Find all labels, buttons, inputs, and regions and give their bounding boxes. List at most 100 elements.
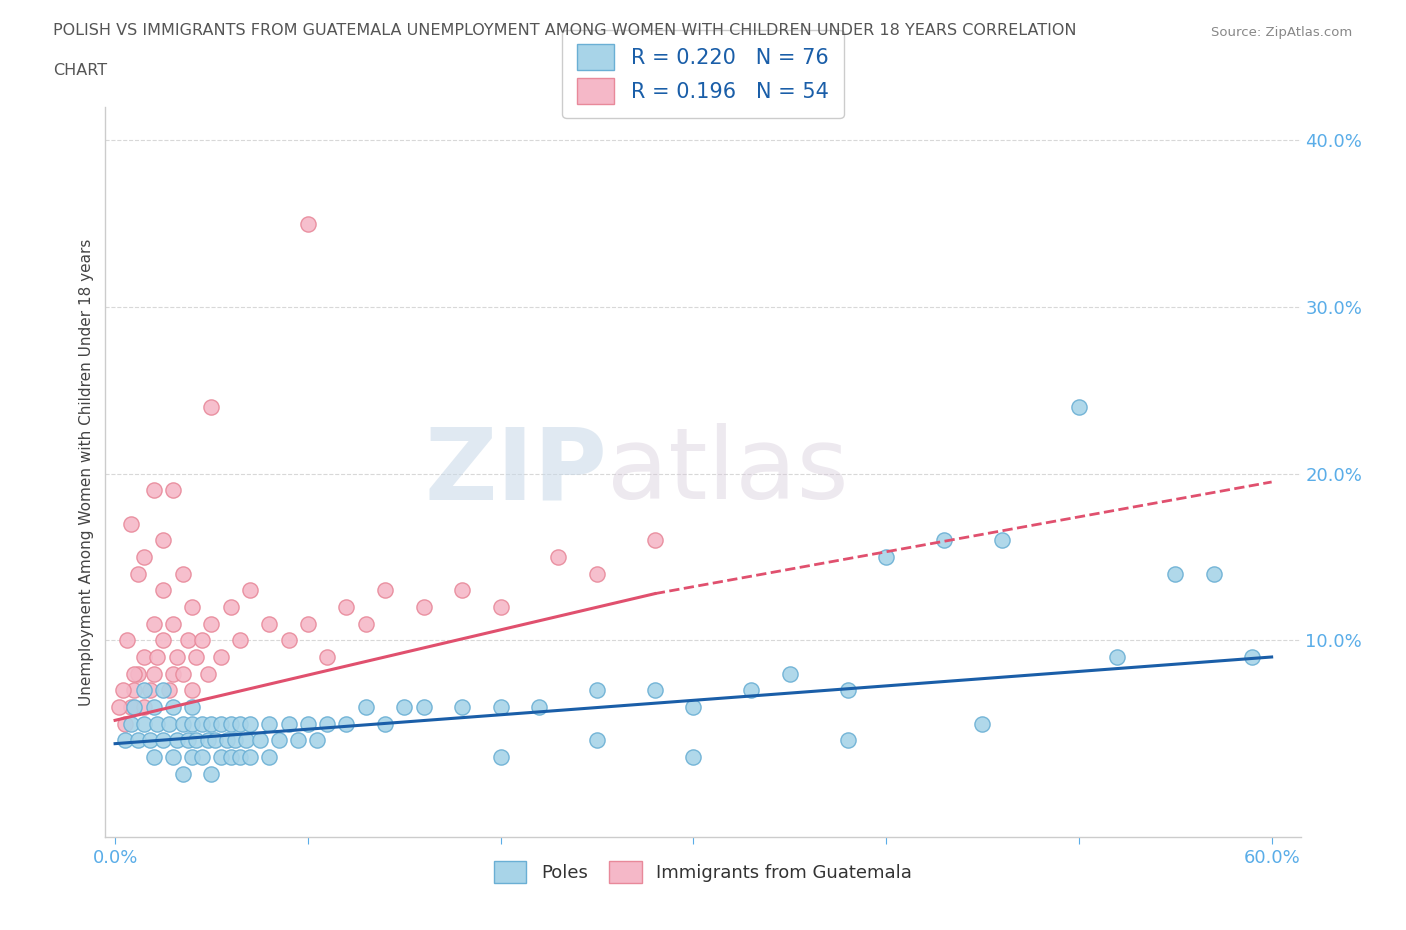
Point [219, 600, 242, 615]
Point [991, 533, 1014, 548]
Point [132, 699, 155, 714]
Point [682, 699, 704, 714]
Point [374, 583, 396, 598]
Point [114, 716, 136, 731]
Point [875, 550, 897, 565]
Point [259, 716, 281, 731]
Point [229, 750, 252, 764]
Point [297, 216, 319, 231]
Point [166, 733, 188, 748]
Point [181, 750, 204, 764]
Point [307, 733, 329, 748]
Point [297, 716, 319, 731]
Point [120, 699, 142, 714]
Point [166, 649, 188, 664]
Point [1164, 566, 1187, 581]
Point [152, 583, 174, 598]
Point [316, 716, 339, 731]
Point [354, 617, 377, 631]
Point [111, 683, 134, 698]
Point [316, 649, 339, 664]
Point [374, 716, 396, 731]
Point [229, 633, 252, 648]
Point [451, 699, 474, 714]
Point [127, 666, 149, 681]
Point [972, 716, 994, 731]
Point [177, 733, 200, 748]
Point [184, 649, 207, 664]
Legend: Poles, Immigrants from Guatemala: Poles, Immigrants from Guatemala [486, 854, 920, 890]
Point [142, 666, 165, 681]
Point [200, 766, 222, 781]
Point [586, 733, 609, 748]
Point [157, 683, 180, 698]
Point [229, 716, 252, 731]
Point [162, 750, 184, 764]
Point [489, 699, 512, 714]
Point [586, 683, 609, 698]
Point [547, 550, 569, 565]
Point [172, 666, 194, 681]
Text: Source: ZipAtlas.com: Source: ZipAtlas.com [1212, 26, 1353, 39]
Point [219, 750, 242, 764]
Point [267, 733, 290, 748]
Point [1241, 649, 1264, 664]
Point [124, 699, 146, 714]
Point [108, 699, 131, 714]
Point [277, 633, 299, 648]
Point [586, 566, 609, 581]
Point [219, 716, 242, 731]
Point [209, 649, 232, 664]
Point [200, 617, 222, 631]
Point [157, 716, 180, 731]
Point [181, 683, 204, 698]
Point [837, 683, 859, 698]
Point [224, 733, 246, 748]
Point [200, 400, 222, 415]
Point [335, 600, 357, 615]
Point [142, 617, 165, 631]
Point [235, 733, 257, 748]
Text: atlas: atlas [607, 423, 849, 521]
Point [139, 683, 162, 698]
Point [181, 699, 204, 714]
Point [184, 733, 207, 748]
Point [740, 683, 762, 698]
Point [1107, 649, 1129, 664]
Point [139, 733, 162, 748]
Point [181, 716, 204, 731]
Point [124, 683, 146, 698]
Point [215, 733, 238, 748]
Point [259, 750, 281, 764]
Point [335, 716, 357, 731]
Point [181, 600, 204, 615]
Y-axis label: Unemployment Among Women with Children Under 18 years: Unemployment Among Women with Children U… [79, 238, 94, 706]
Point [162, 666, 184, 681]
Point [209, 716, 232, 731]
Point [209, 750, 232, 764]
Point [259, 617, 281, 631]
Point [120, 516, 142, 531]
Point [132, 649, 155, 664]
Text: POLISH VS IMMIGRANTS FROM GUATEMALA UNEMPLOYMENT AMONG WOMEN WITH CHILDREN UNDER: POLISH VS IMMIGRANTS FROM GUATEMALA UNEM… [53, 23, 1077, 38]
Point [297, 617, 319, 631]
Point [172, 766, 194, 781]
Point [115, 633, 138, 648]
Point [172, 716, 194, 731]
Point [142, 483, 165, 498]
Point [489, 600, 512, 615]
Point [239, 583, 262, 598]
Point [172, 566, 194, 581]
Point [162, 483, 184, 498]
Point [204, 733, 226, 748]
Point [152, 533, 174, 548]
Point [644, 533, 666, 548]
Point [152, 683, 174, 698]
Point [124, 666, 146, 681]
Point [489, 750, 512, 764]
Point [191, 716, 214, 731]
Point [127, 733, 149, 748]
Point [191, 633, 214, 648]
Point [239, 750, 262, 764]
Point [412, 600, 434, 615]
